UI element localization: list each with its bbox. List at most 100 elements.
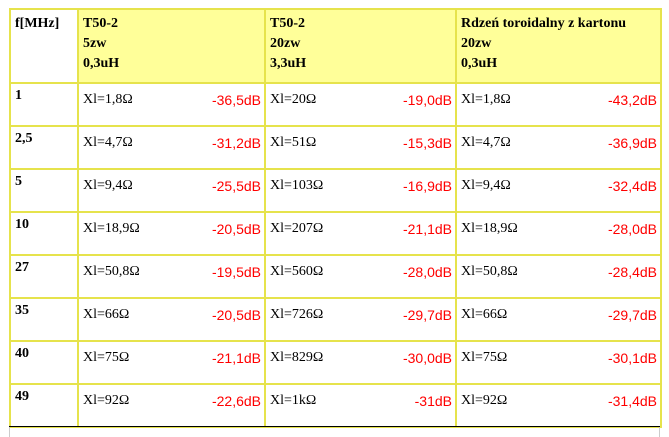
measurement-cell: Xl=1,8Ω -43,2dB [455, 82, 662, 127]
attenuation-value: -28,0dB [402, 264, 452, 280]
freq-cell: 49 [9, 383, 79, 428]
header-t50-20zw: T50-2 20zw 3,3uH [264, 8, 457, 84]
header-line: T50-2 [83, 16, 118, 31]
header-row: f[MHz] T50-2 5zw 0,3uH T50-2 20zw 3,3uH Rdze… [9, 8, 662, 84]
attenuation-value: -31dB [414, 393, 452, 409]
reactance-value: Xl=4,7Ω [461, 135, 511, 150]
header-line: Rdzeń toroidalny z kartonu [461, 16, 627, 31]
measurement-cell: Xl=207Ω -21,1dB [264, 211, 457, 256]
attenuation-value: -20,5dB [211, 221, 261, 237]
header-line: 3,3uH [270, 56, 307, 71]
reactance-value: Xl=66Ω [83, 307, 130, 322]
attenuation-value: -20,5dB [211, 307, 261, 323]
table-row: 1 Xl=1,8Ω -36,5dB Xl=20Ω -19,0dB Xl=1,8Ω -43,2… [9, 82, 662, 127]
measurement-cell: Xl=1kΩ -31dB [264, 383, 457, 428]
reactance-value: Xl=66Ω [461, 307, 508, 322]
reactance-value: Xl=1kΩ [270, 393, 317, 408]
page-margin-line [9, 427, 10, 437]
reactance-value: Xl=560Ω [270, 264, 324, 279]
measurement-cell: Xl=92Ω -31,4dB [455, 383, 662, 428]
attenuation-value: -36,5dB [211, 92, 261, 108]
table-row: 10 Xl=18,9Ω -20,5dB Xl=207Ω -21,1dB Xl=18,9Ω -… [9, 211, 662, 256]
reactance-value: Xl=75Ω [461, 350, 508, 365]
attenuation-value: -25,5dB [211, 178, 261, 194]
reactance-value: Xl=9,4Ω [83, 178, 133, 193]
reactance-value: Xl=207Ω [270, 221, 324, 236]
measurement-cell: Xl=66Ω -20,5dB [77, 297, 266, 342]
table-row: 27 Xl=50,8Ω -19,5dB Xl=560Ω -28,0dB Xl=50,8Ω -… [9, 254, 662, 299]
freq-cell: 40 [9, 340, 79, 385]
measurement-cell: Xl=560Ω -28,0dB [264, 254, 457, 299]
reactance-value: Xl=1,8Ω [461, 92, 511, 107]
reactance-value: Xl=103Ω [270, 178, 324, 193]
header-line: 20zw [461, 36, 492, 51]
measurement-cell: Xl=9,4Ω -25,5dB [77, 168, 266, 213]
attenuation-value: -19,0dB [402, 92, 452, 108]
attenuation-value: -31,2dB [211, 135, 261, 151]
reactance-value: Xl=9,4Ω [461, 178, 511, 193]
reactance-value: Xl=1,8Ω [83, 92, 133, 107]
measurement-cell: Xl=51Ω -15,3dB [264, 125, 457, 170]
reactance-value: Xl=726Ω [270, 307, 324, 322]
reactance-value: Xl=50,8Ω [461, 264, 518, 279]
header-freq: f[MHz] [9, 8, 79, 84]
attenuation-value: -29,7dB [607, 307, 657, 323]
header-line: T50-2 [270, 16, 305, 31]
freq-cell: 35 [9, 297, 79, 342]
freq-cell: 10 [9, 211, 79, 256]
attenuation-value: -43,2dB [607, 92, 657, 108]
attenuation-value: -15,3dB [402, 135, 452, 151]
table-row: 49 Xl=92Ω -22,6dB Xl=1kΩ -31dB Xl=92Ω -31,4dB [9, 383, 662, 428]
table-row: 40 Xl=75Ω -21,1dB Xl=829Ω -30,0dB Xl=75Ω -30,1… [9, 340, 662, 385]
reactance-value: Xl=18,9Ω [83, 221, 140, 236]
attenuation-value: -28,4dB [607, 264, 657, 280]
measurement-cell: Xl=18,9Ω -20,5dB [77, 211, 266, 256]
table-row: 5 Xl=9,4Ω -25,5dB Xl=103Ω -16,9dB Xl=9,4Ω -32,… [9, 168, 662, 213]
measurement-cell: Xl=4,7Ω -36,9dB [455, 125, 662, 170]
attenuation-value: -21,1dB [211, 350, 261, 366]
header-line: 0,3uH [461, 56, 498, 71]
measurement-cell: Xl=4,7Ω -31,2dB [77, 125, 266, 170]
header-t50-5zw: T50-2 5zw 0,3uH [77, 8, 266, 84]
reactance-value: Xl=92Ω [83, 393, 130, 408]
measurement-cell: Xl=50,8Ω -19,5dB [77, 254, 266, 299]
attenuation-value: -32,4dB [607, 178, 657, 194]
measurement-cell: Xl=103Ω -16,9dB [264, 168, 457, 213]
measurement-cell: Xl=18,9Ω -28,0dB [455, 211, 662, 256]
measurement-cell: Xl=92Ω -22,6dB [77, 383, 266, 428]
freq-cell: 27 [9, 254, 79, 299]
measurement-cell: Xl=50,8Ω -28,4dB [455, 254, 662, 299]
measurement-cell: Xl=726Ω -29,7dB [264, 297, 457, 342]
header-line: 20zw [270, 36, 301, 51]
freq-cell: 5 [9, 168, 79, 213]
measurement-cell: Xl=75Ω -30,1dB [455, 340, 662, 385]
measurement-cell: Xl=9,4Ω -32,4dB [455, 168, 662, 213]
attenuation-value: -19,5dB [211, 264, 261, 280]
table-row: 35 Xl=66Ω -20,5dB Xl=726Ω -29,7dB Xl=66Ω -29,7… [9, 297, 662, 342]
table-row: 2,5 Xl=4,7Ω -31,2dB Xl=51Ω -15,3dB Xl=4,7Ω -36… [9, 125, 662, 170]
reactance-value: Xl=829Ω [270, 350, 324, 365]
reactance-value: Xl=20Ω [270, 92, 317, 107]
page-bottom-line [9, 426, 660, 427]
freq-cell: 2,5 [9, 125, 79, 170]
measurement-table: f[MHz] T50-2 5zw 0,3uH T50-2 20zw 3,3uH Rdze… [9, 8, 662, 428]
attenuation-value: -29,7dB [402, 307, 452, 323]
reactance-value: Xl=92Ω [461, 393, 508, 408]
measurement-cell: Xl=66Ω -29,7dB [455, 297, 662, 342]
attenuation-value: -22,6dB [211, 393, 261, 409]
freq-cell: 1 [9, 82, 79, 127]
reactance-value: Xl=4,7Ω [83, 135, 133, 150]
header-cardboard-core: Rdzeń toroidalny z kartonu 20zw 0,3uH [455, 8, 662, 84]
measurement-cell: Xl=829Ω -30,0dB [264, 340, 457, 385]
header-line: 5zw [83, 36, 107, 51]
page-margin-line [659, 427, 660, 437]
attenuation-value: -30,1dB [607, 350, 657, 366]
measurement-cell: Xl=75Ω -21,1dB [77, 340, 266, 385]
attenuation-value: -28,0dB [607, 221, 657, 237]
reactance-value: Xl=18,9Ω [461, 221, 518, 236]
measurement-cell: Xl=1,8Ω -36,5dB [77, 82, 266, 127]
attenuation-value: -36,9dB [607, 135, 657, 151]
attenuation-value: -21,1dB [402, 221, 452, 237]
attenuation-value: -30,0dB [402, 350, 452, 366]
attenuation-value: -31,4dB [607, 393, 657, 409]
